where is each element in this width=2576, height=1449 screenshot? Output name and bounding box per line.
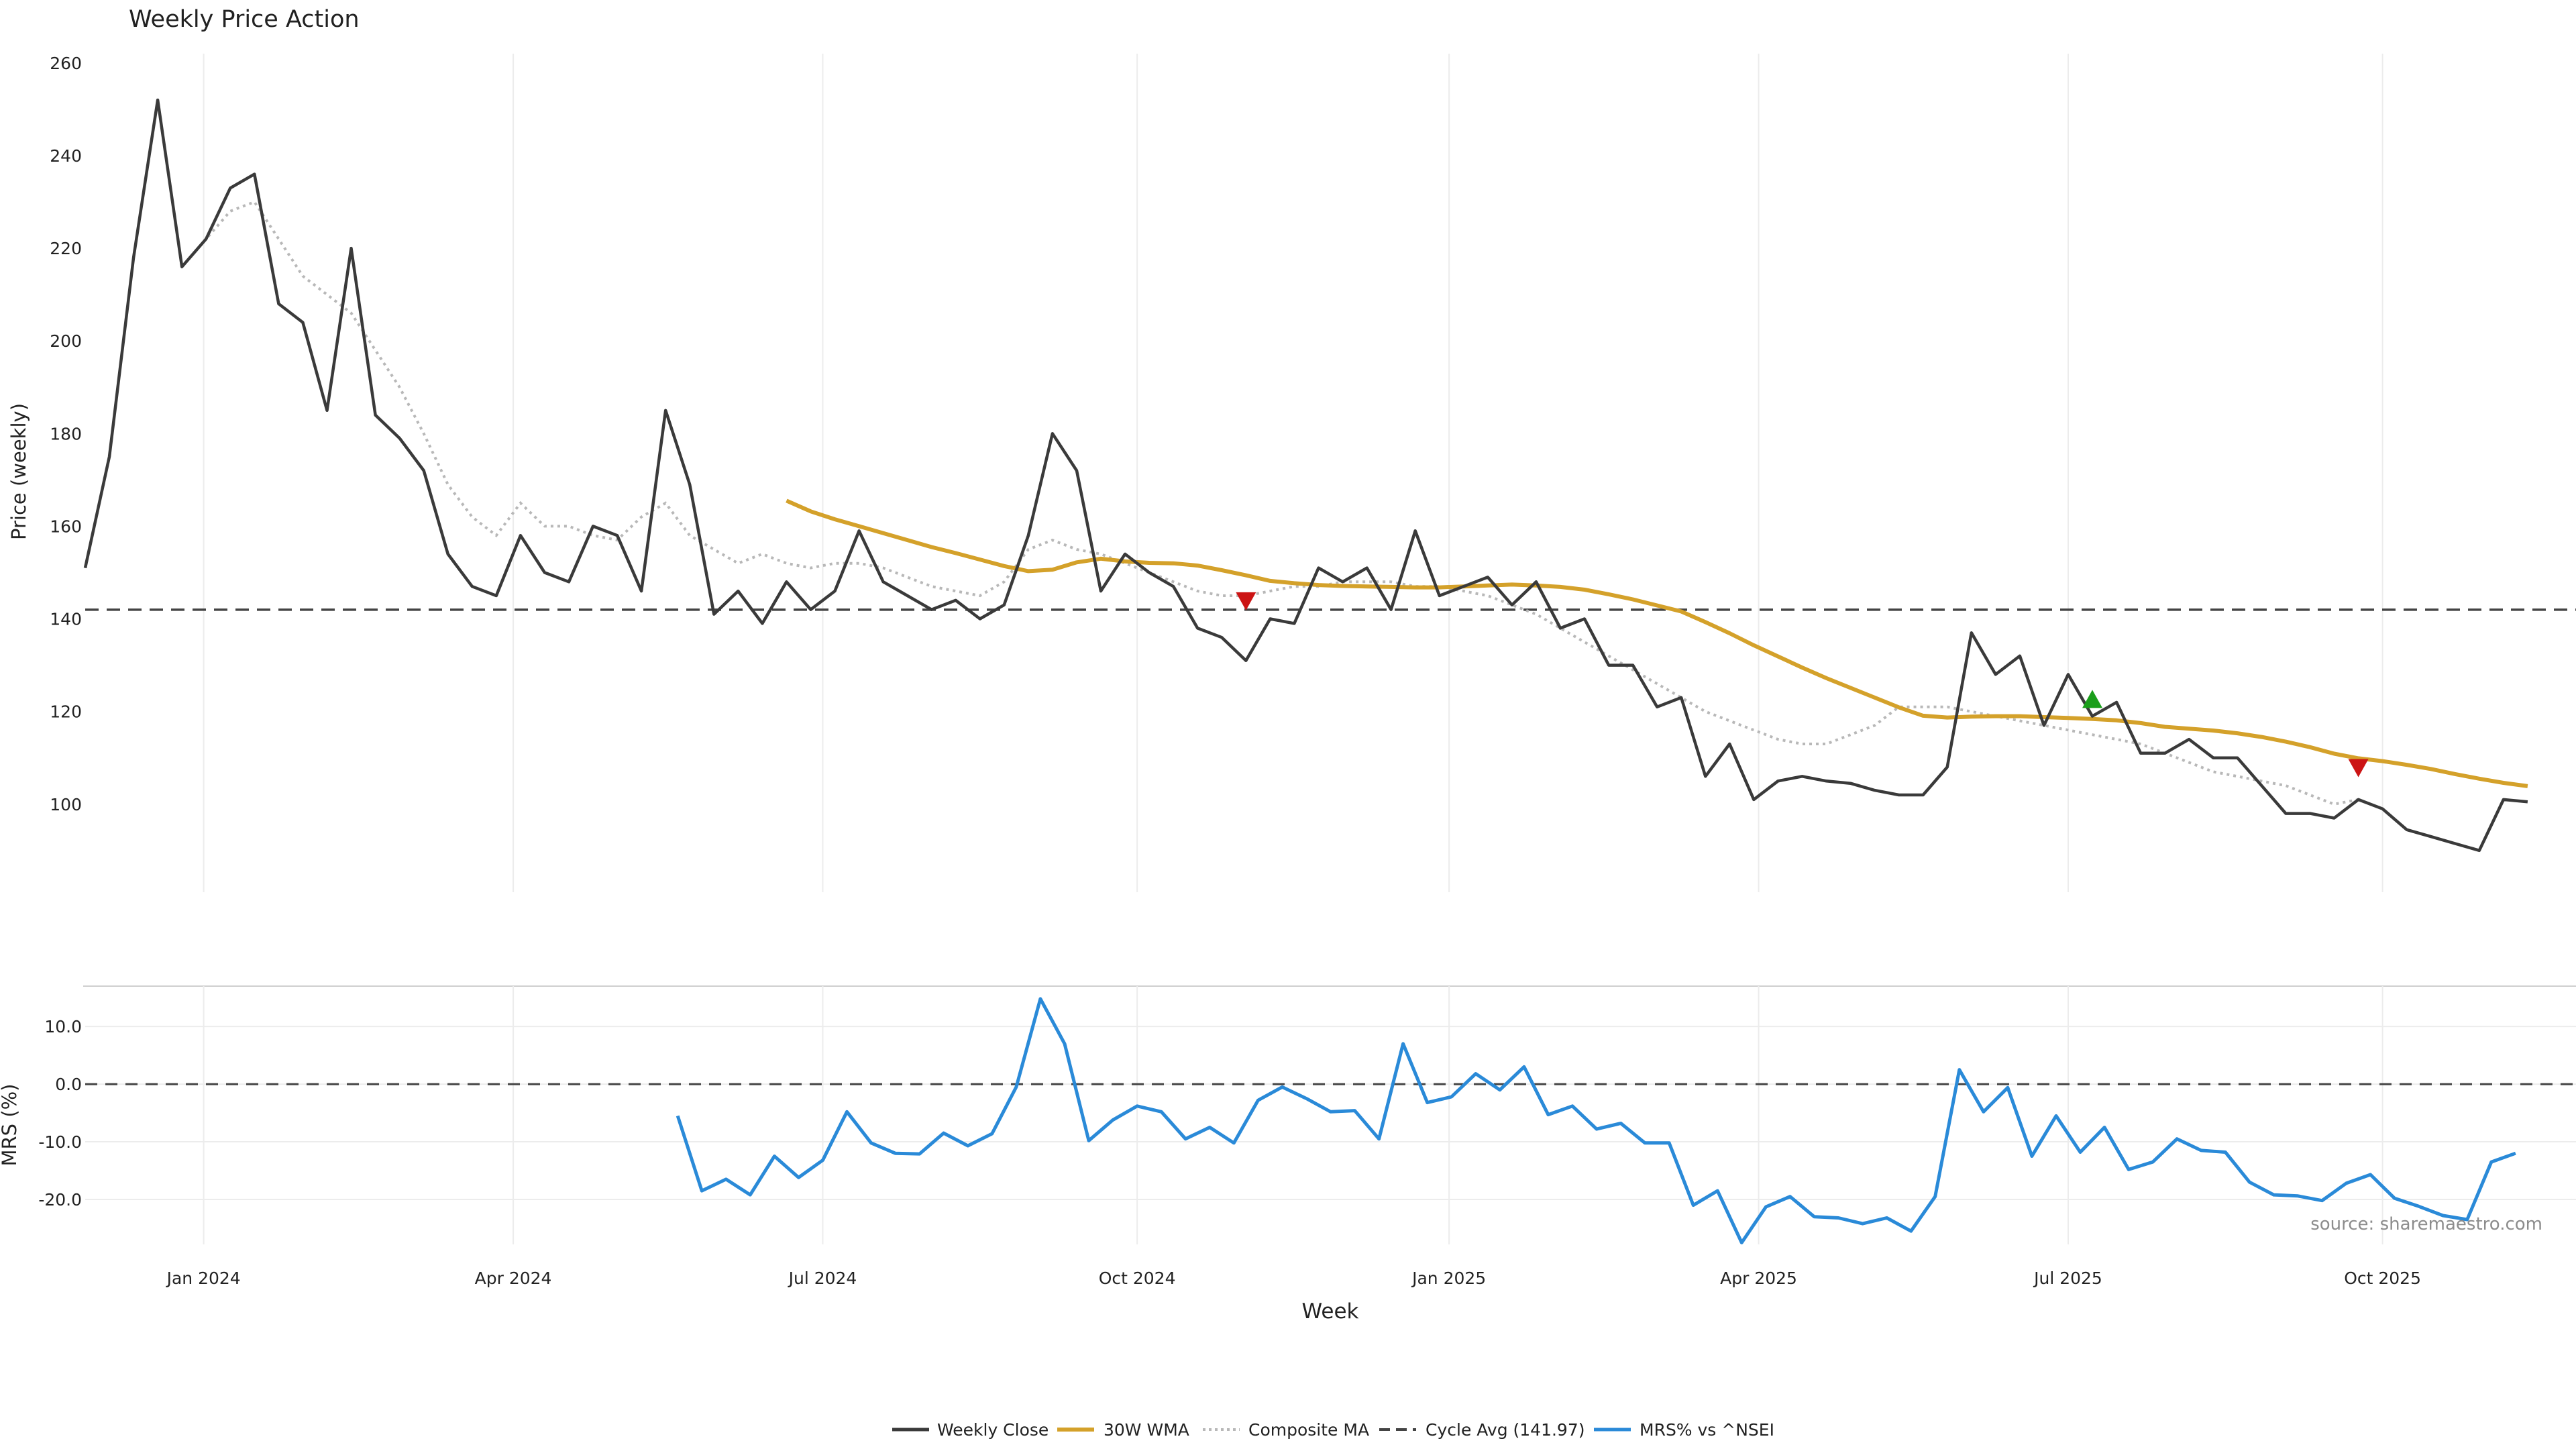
mrs-y-axis: 10.0 0.0 -10.0 -20.0 <box>38 1017 82 1210</box>
x-axis-label: Week <box>1302 1299 1359 1324</box>
source-attribution: source: sharemaestro.com <box>2310 1214 2542 1234</box>
chart-title: Weekly Price Action <box>129 6 360 33</box>
legend-label-mrs: MRS% vs ^NSEI <box>1640 1420 1774 1440</box>
price-y-tick-label: 260 <box>50 54 82 73</box>
x-axis: Jan 2024 Apr 2024 Jul 2024 Oct 2024 Jan 2025… <box>166 1269 2421 1288</box>
x-tick-label: Apr 2024 <box>475 1269 552 1288</box>
x-tick-label: Jan 2025 <box>1411 1269 1486 1288</box>
sell-signal-marker <box>2348 759 2369 777</box>
price-y-tick-label: 200 <box>50 331 82 351</box>
x-tick-label: Oct 2025 <box>2344 1269 2421 1288</box>
x-tick-label: Oct 2024 <box>1099 1269 1176 1288</box>
price-y-tick-label: 240 <box>50 146 82 166</box>
composite-ma-line <box>180 200 2359 806</box>
legend-label-composite: Composite MA <box>1248 1420 1369 1440</box>
mrs-y-tick-label: 0.0 <box>55 1075 82 1094</box>
mrs-y-tick-label: -20.0 <box>38 1190 82 1210</box>
price-y-axis: 100 120 140 160 180 200 220 240 260 <box>50 54 82 814</box>
signal-markers <box>1236 592 2369 777</box>
legend: Weekly Close 30W WMA Composite MA Cycle … <box>892 1420 1774 1440</box>
price-y-axis-label: Price (weekly) <box>7 403 30 540</box>
price-y-tick-label: 160 <box>50 517 82 536</box>
legend-label-weekly-close: Weekly Close <box>937 1420 1049 1440</box>
price-y-tick-label: 220 <box>50 239 82 258</box>
price-y-tick-label: 120 <box>50 702 82 722</box>
buy-signal-marker <box>2082 690 2103 708</box>
wma-30w-line <box>786 498 2528 788</box>
mrs-y-tick-label: -10.0 <box>38 1132 82 1152</box>
price-panel: 100 120 140 160 180 200 220 240 260 Weekly Price… <box>7 6 2576 892</box>
x-tick-label: Jul 2025 <box>2033 1269 2102 1288</box>
sell-signal-marker <box>1236 592 1256 610</box>
weekly-close-line <box>83 98 2528 853</box>
price-y-tick-label: 180 <box>50 424 82 443</box>
x-tick-label: Apr 2025 <box>1720 1269 1797 1288</box>
mrs-line <box>676 997 2516 1244</box>
price-gridlines <box>203 54 2383 892</box>
x-tick-label: Jul 2024 <box>788 1269 857 1288</box>
price-y-tick-label: 140 <box>50 610 82 629</box>
legend-label-wma: 30W WMA <box>1104 1420 1189 1440</box>
mrs-y-axis-label: MRS (%) <box>0 1084 21 1167</box>
price-y-tick-label: 100 <box>50 795 82 814</box>
mrs-gridlines <box>85 986 2576 1244</box>
mrs-y-tick-label: 10.0 <box>44 1017 82 1036</box>
legend-label-cycle: Cycle Avg (141.97) <box>1426 1420 1585 1440</box>
x-tick-label: Jan 2024 <box>166 1269 241 1288</box>
mrs-panel: 10.0 0.0 -10.0 -20.0 MRS (%) source: sharem… <box>0 986 2576 1244</box>
